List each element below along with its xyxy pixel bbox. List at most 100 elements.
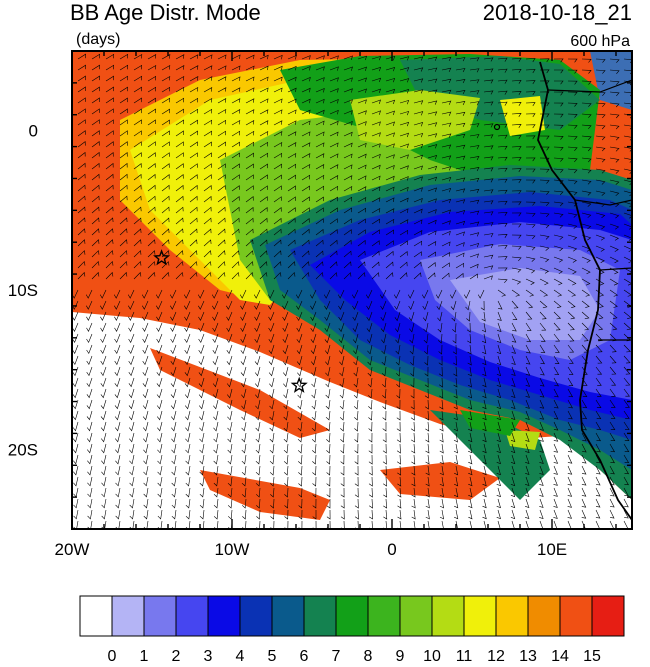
wind-barb: [408, 311, 415, 322]
wind-barb: [381, 355, 387, 366]
wind-barb: [371, 110, 381, 115]
wind-barb: [284, 476, 289, 487]
wind-barb: [439, 465, 444, 476]
wind-barb: [525, 190, 536, 195]
wind-barb: [410, 410, 415, 421]
wind-barb: [481, 322, 487, 333]
wind-barb: [72, 410, 79, 421]
wind-barb: [268, 355, 275, 366]
wind-barb: [113, 289, 121, 299]
colorbar-label: 14: [551, 648, 569, 665]
wind-barb: [385, 67, 396, 72]
wind-barb: [259, 141, 269, 148]
wind-barb: [483, 243, 494, 249]
wind-barb: [212, 344, 219, 355]
wind-barb: [231, 130, 241, 137]
wind-barb: [170, 399, 177, 410]
wind-barb: [287, 98, 297, 104]
wind-barb: [301, 261, 310, 269]
wind-barb: [255, 487, 261, 498]
wind-barb: [100, 333, 107, 344]
wind-barb: [581, 366, 588, 375]
wind-barb: [623, 256, 632, 264]
wind-barb: [171, 509, 177, 520]
wind-barb: [425, 465, 430, 476]
wind-barb: [539, 410, 545, 420]
wind-barb: [439, 487, 444, 498]
wind-barb: [199, 421, 205, 432]
wind-barb: [133, 119, 142, 126]
wind-barb: [315, 77, 325, 82]
wind-barb: [105, 86, 114, 93]
wind-barb: [567, 476, 573, 486]
wind-barb: [343, 55, 353, 60]
wind-barb: [203, 206, 212, 214]
wind-barb: [553, 498, 558, 508]
wind-barb: [77, 228, 86, 236]
wind-barb: [315, 218, 324, 225]
wind-barb: [231, 152, 240, 159]
wind-barb: [147, 261, 156, 269]
wind-barb: [511, 179, 522, 184]
wind-barb: [427, 133, 438, 138]
wind-barb: [553, 146, 564, 151]
wind-barb: [441, 122, 452, 127]
wind-barb: [128, 333, 135, 344]
wind-barb: [357, 153, 367, 159]
wind-barb: [198, 388, 205, 399]
wind-barb: [525, 179, 536, 184]
wind-barb: [539, 333, 546, 342]
wind-barb: [581, 454, 587, 464]
wind-barb: [338, 322, 345, 333]
wind-barb: [315, 164, 325, 170]
wind-barb: [357, 229, 366, 236]
wind-barb: [453, 465, 459, 476]
wind-barb: [161, 250, 170, 258]
wind-barb: [439, 377, 443, 388]
wind-barb: [298, 509, 303, 520]
wind-barb: [315, 98, 325, 104]
wind-barb: [413, 230, 423, 236]
wind-barb: [567, 344, 575, 353]
wind-barb: [441, 100, 452, 105]
wind-barb: [340, 498, 345, 509]
wind-barb: [143, 443, 149, 454]
wind-barb: [203, 163, 212, 170]
wind-barb: [539, 355, 545, 365]
wind-barb: [353, 366, 359, 377]
wind-barb: [115, 509, 121, 520]
wind-barb: [217, 261, 226, 269]
wind-barb: [399, 132, 409, 138]
wind-barb: [273, 54, 283, 60]
wind-barb: [497, 267, 508, 272]
wind-barb: [340, 443, 345, 454]
wind-barb: [539, 311, 547, 320]
wind-barb: [385, 88, 396, 94]
wind-barb: [511, 377, 516, 387]
wind-barb: [511, 190, 522, 195]
wind-barb: [310, 355, 317, 366]
wind-barb: [231, 206, 240, 214]
wind-barb: [101, 465, 107, 476]
wind-barb: [512, 223, 522, 228]
wind-barb: [217, 271, 226, 280]
wind-barb: [156, 399, 163, 410]
colorbar-swatch: [495, 595, 529, 637]
wind-barb: [510, 432, 516, 442]
wind-barb: [352, 322, 359, 333]
wind-barb: [497, 57, 508, 62]
wind-barb: [91, 173, 100, 181]
wind-barb: [525, 223, 536, 228]
wind-barb: [142, 399, 149, 410]
wind-barb: [338, 333, 345, 344]
wind-barb: [595, 421, 602, 431]
wind-barb: [213, 399, 219, 410]
wind-barb: [477, 289, 485, 299]
wind-barb: [86, 300, 93, 310]
wind-barb: [525, 157, 536, 162]
wind-barb: [283, 421, 289, 432]
wind-barb: [119, 228, 128, 236]
wind-barb: [525, 344, 531, 354]
wind-barb: [254, 300, 261, 310]
wind-barb: [581, 300, 590, 308]
